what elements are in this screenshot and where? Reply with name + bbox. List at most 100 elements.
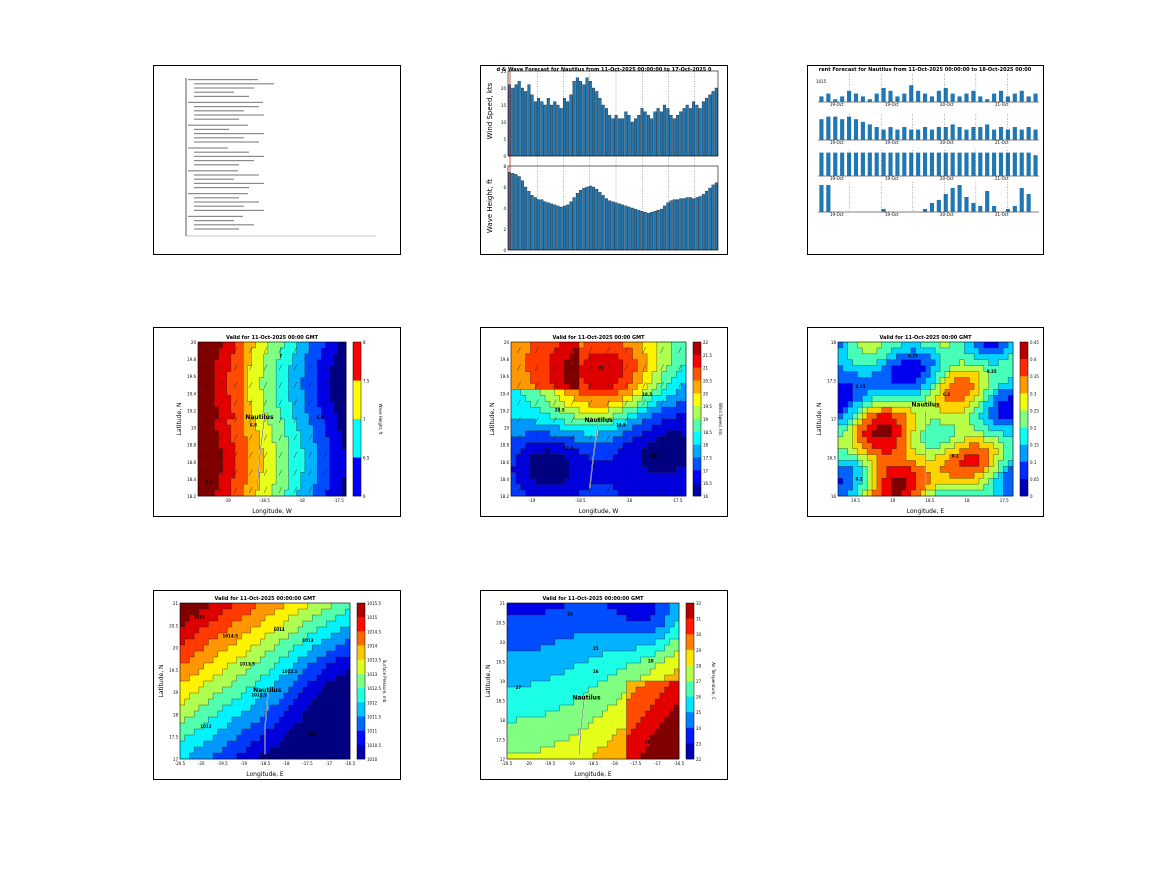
contour-cell xyxy=(617,424,624,432)
contour-cell xyxy=(896,377,902,384)
contour-cell xyxy=(838,442,844,450)
bar xyxy=(902,152,907,176)
contour-cell xyxy=(302,633,308,640)
contour-cell xyxy=(645,639,651,646)
contour-cell xyxy=(603,365,609,373)
contour-cell xyxy=(1003,472,1009,479)
contour-cell xyxy=(540,675,546,682)
contour-cell xyxy=(288,430,293,438)
contour-cell xyxy=(593,347,599,355)
contour-cell xyxy=(279,645,285,652)
contour-cell xyxy=(564,663,570,670)
contour-cell xyxy=(312,603,318,610)
contour-cell xyxy=(272,353,277,361)
contour-cell xyxy=(515,353,522,361)
contour-cell xyxy=(925,353,931,361)
contour-cell xyxy=(329,383,335,390)
contour-cell xyxy=(206,359,211,367)
bar xyxy=(916,90,921,102)
contour-cell xyxy=(274,669,280,676)
contour-cell xyxy=(993,448,999,455)
contour-cell xyxy=(676,342,682,349)
contour-cell xyxy=(579,436,585,444)
contour-cell xyxy=(326,657,332,664)
bar xyxy=(562,205,566,251)
contour-cell xyxy=(276,454,281,461)
contour-cell xyxy=(661,484,667,491)
contour-cell xyxy=(583,407,590,414)
contour-cell xyxy=(969,383,975,390)
contour-cell xyxy=(988,460,994,467)
contour-cell xyxy=(540,472,546,479)
contour-cell xyxy=(578,615,584,622)
contour-cell xyxy=(535,424,541,432)
contour-cell xyxy=(340,711,346,718)
contour-cell xyxy=(930,395,936,402)
contour-cell xyxy=(231,693,238,700)
contour-cell xyxy=(906,401,912,408)
contour-cell xyxy=(896,347,902,355)
contour-cell xyxy=(613,359,619,367)
contour-cell xyxy=(217,735,223,742)
contour-cell xyxy=(198,633,205,640)
contour-cell xyxy=(226,466,232,473)
current-speed-map-panel: 0.15 0.25 0.3 0.2 0.35 0.1 Nautilus Valid for 1… xyxy=(807,327,1044,517)
contour-cell xyxy=(910,395,917,402)
contour-cell xyxy=(612,633,618,640)
contour-cell xyxy=(530,401,536,408)
contour-cell xyxy=(637,407,643,414)
contour-cell xyxy=(842,371,849,378)
contour-cell xyxy=(312,705,318,712)
contour-cell xyxy=(616,681,623,688)
contour-cell xyxy=(198,627,205,634)
contour-cell xyxy=(321,383,326,390)
contour-cell xyxy=(669,657,675,664)
vector-arrow xyxy=(278,469,283,476)
contour-cell xyxy=(260,687,266,694)
contour-cell xyxy=(852,460,858,467)
contour-cell xyxy=(331,705,337,712)
contour-cell xyxy=(194,663,200,670)
contour-cell xyxy=(288,371,293,378)
contour-cell xyxy=(617,419,624,426)
contour-cell xyxy=(300,395,306,402)
contour-cell xyxy=(598,460,604,467)
contour-cell xyxy=(345,675,351,682)
contour-cell xyxy=(642,395,648,402)
contour-cell xyxy=(269,633,275,640)
contour-cell xyxy=(222,699,228,706)
contour-cell xyxy=(298,693,304,700)
contour-cell xyxy=(1003,395,1009,402)
contour-cell xyxy=(180,681,186,688)
contour-cell xyxy=(974,442,980,450)
contour-cell xyxy=(226,353,232,361)
contour-cell xyxy=(545,609,551,616)
contour-cell xyxy=(838,413,844,420)
contour-cell xyxy=(525,484,531,491)
contour-cell xyxy=(920,472,926,479)
contour-cell xyxy=(259,383,265,390)
contour-cell xyxy=(617,484,624,491)
contour-cell xyxy=(284,371,289,378)
vector-arrow xyxy=(588,434,593,441)
contour-cell xyxy=(906,419,912,426)
contour-cell xyxy=(588,651,594,658)
contour-cell xyxy=(210,359,215,367)
contour-cell xyxy=(208,741,214,748)
contour-cell xyxy=(515,490,522,497)
contour-cell xyxy=(569,651,575,658)
contour-cell xyxy=(983,342,990,349)
bar xyxy=(624,205,628,251)
contour-cell xyxy=(296,424,302,432)
contour-cell xyxy=(651,347,658,355)
vector-arrow xyxy=(219,381,223,389)
contour-cell xyxy=(651,419,658,426)
contour-cell xyxy=(574,442,580,450)
contour-cell xyxy=(276,359,281,367)
contour-cell xyxy=(231,639,238,646)
contour-cell xyxy=(593,675,599,682)
contour-cell xyxy=(251,377,256,384)
contour-cell xyxy=(647,430,653,438)
contour-cell xyxy=(208,615,214,622)
contour-cell xyxy=(583,395,590,402)
